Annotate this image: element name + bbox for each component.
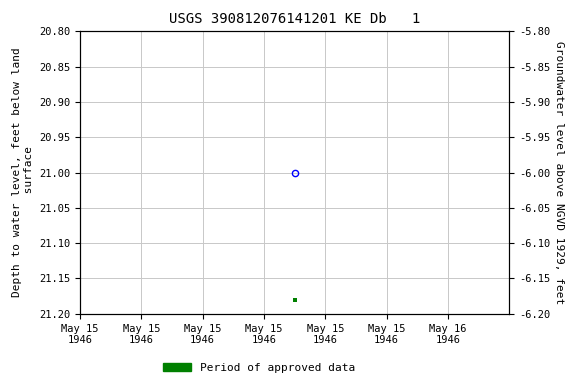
Y-axis label: Depth to water level, feet below land
 surface: Depth to water level, feet below land su… [12,48,33,298]
Title: USGS 390812076141201 KE Db   1: USGS 390812076141201 KE Db 1 [169,12,420,26]
Legend: Period of approved data: Period of approved data [158,357,361,379]
Y-axis label: Groundwater level above NGVD 1929, feet: Groundwater level above NGVD 1929, feet [554,41,564,304]
